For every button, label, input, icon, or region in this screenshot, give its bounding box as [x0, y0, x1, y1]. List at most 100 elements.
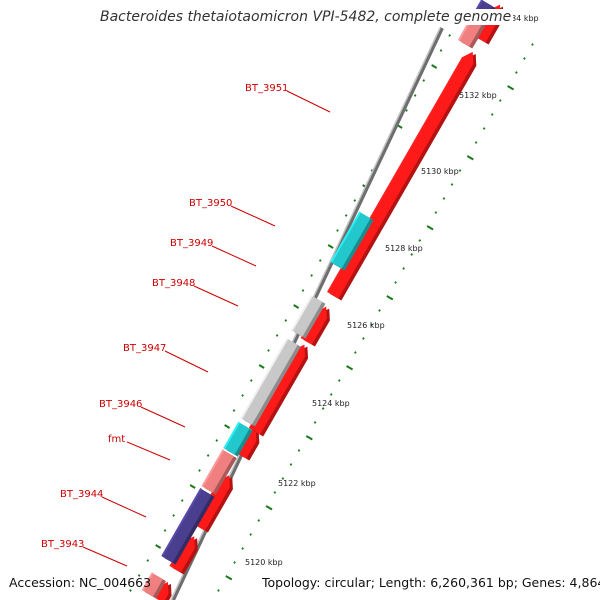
left-ruler-tick	[301, 289, 305, 292]
forward-gene-8	[367, 51, 477, 231]
right-ruler-tick	[225, 575, 233, 581]
left-ruler-tick	[327, 244, 334, 249]
left-ruler-tick	[318, 259, 322, 262]
gene-label: BT_3946	[99, 399, 142, 410]
left-ruler-tick	[293, 304, 300, 309]
right-ruler-tick	[474, 141, 478, 144]
gene-label-leader	[286, 90, 331, 113]
gene-label-leader	[193, 285, 239, 307]
reverse-gene-3-body	[201, 449, 234, 493]
left-ruler-tick	[284, 319, 288, 322]
left-ruler-tick	[232, 409, 236, 412]
right-ruler-tick	[257, 519, 261, 522]
reverse-gene-4-body	[223, 421, 250, 455]
reverse-gene-2-body	[161, 488, 212, 563]
kbp-label: 5122 kbp	[278, 479, 316, 488]
gene-label-leader	[140, 406, 186, 428]
genome-title: Bacteroides thetaiotaomicron VPI-5482, c…	[100, 9, 514, 25]
right-ruler-tick	[466, 155, 474, 161]
kbp-label: 5120 kbp	[245, 558, 283, 567]
gene-label-leader	[164, 350, 209, 373]
gene-label: BT_3949	[170, 238, 213, 249]
gene-labels: BT_3951 BT_3950 BT_3949 BT_3948 BT_3947 BT_39…	[41, 83, 331, 567]
gene-label: BT_3950	[189, 198, 232, 209]
right-ruler-tick	[329, 393, 333, 396]
reverse-gene-4	[223, 421, 253, 457]
right-ruler-tick	[482, 127, 486, 130]
kbp-label: 5124 kbp	[312, 399, 350, 408]
gene-label: BT_3943	[41, 539, 84, 550]
left-ruler-tick	[224, 424, 231, 429]
left-ruler-tick	[413, 94, 417, 97]
right-ruler-tick	[346, 365, 354, 371]
gene-label: BT_3947	[123, 343, 166, 354]
left-ruler-tick	[439, 49, 443, 52]
right-ruler-tick	[523, 57, 526, 60]
left-ruler-tick	[431, 64, 438, 69]
right-ruler-tick	[498, 99, 502, 102]
gene-label: BT_3944	[60, 489, 103, 500]
reverse-gene-5	[240, 337, 301, 427]
right-ruler-tick	[426, 225, 434, 231]
left-ruler-tick	[189, 484, 196, 489]
gene-label-leader	[101, 496, 147, 518]
right-ruler-tick	[434, 211, 438, 214]
gene-label-leader	[82, 546, 128, 567]
reverse-gene-7	[330, 211, 374, 271]
left-ruler-tick	[155, 544, 162, 549]
right-ruler-tick	[394, 281, 397, 284]
right-ruler-tick	[297, 449, 301, 452]
reverse-gene-3	[201, 449, 237, 495]
reverse-gene-1	[141, 572, 166, 599]
reverse-gene-6-highlight	[291, 294, 314, 331]
right-ruler-tick	[337, 379, 341, 382]
right-ruler-tick	[362, 337, 365, 340]
right-ruler-tick	[321, 407, 325, 410]
left-ruler-tick	[206, 454, 210, 457]
reverse-gene-1-highlight	[141, 572, 154, 591]
right-ruler-tick	[241, 547, 244, 550]
kbp-scale-labels: 134 kbp 5132 kbp 5130 kbp 5128 kbp 5126 kbp 5…	[245, 14, 539, 567]
right-ruler-tick	[458, 169, 462, 172]
right-ruler-tick	[354, 351, 357, 354]
kbp-label: 134 kbp	[506, 14, 539, 23]
right-ruler-tick	[217, 589, 220, 592]
reverse-gene-5-body	[240, 338, 298, 425]
kbp-label: 5126 kbp	[347, 321, 385, 330]
left-ruler-tick	[267, 349, 270, 352]
gene-label: BT_3948	[152, 278, 195, 289]
reverse-gene-7-body	[330, 211, 371, 269]
kbp-label: 5128 kbp	[385, 244, 423, 253]
left-ruler-tick	[180, 499, 184, 502]
gene-label-leader	[211, 245, 257, 267]
left-ruler-tick	[129, 589, 132, 592]
kbp-label: 5132 kbp	[459, 91, 497, 100]
reverse-gene-1-body	[141, 572, 163, 597]
reverse-gene-6	[291, 294, 326, 339]
reverse-gene-6-body	[291, 295, 323, 337]
left-ruler-tick	[172, 514, 175, 517]
left-ruler-tick	[146, 559, 150, 562]
reverse-gene-4-highlight	[223, 421, 241, 449]
left-ruler-tick	[275, 334, 279, 337]
gene-features	[141, 0, 504, 600]
left-ruler-tick	[249, 379, 253, 382]
right-ruler-tick	[289, 463, 293, 466]
left-ruler-tick	[258, 364, 265, 369]
kbp-label: 5130 kbp	[421, 167, 459, 176]
left-ruler-tick	[353, 199, 357, 202]
reverse-gene-3-highlight	[201, 449, 225, 487]
left-ruler-tick	[405, 109, 408, 112]
reverse-gene-2-highlight	[161, 487, 203, 557]
right-ruler-tick	[402, 267, 405, 270]
accession-text: Accession: NC_004663	[9, 575, 152, 590]
left-ruler-tick	[336, 229, 339, 232]
right-ruler-tick	[507, 85, 515, 91]
ruler-ticks	[129, 34, 534, 592]
right-ruler-tick	[450, 183, 454, 186]
right-ruler-tick	[442, 197, 446, 200]
right-ruler-tick	[386, 295, 394, 301]
left-ruler-tick	[163, 529, 167, 532]
reverse-gene-2	[161, 487, 215, 565]
